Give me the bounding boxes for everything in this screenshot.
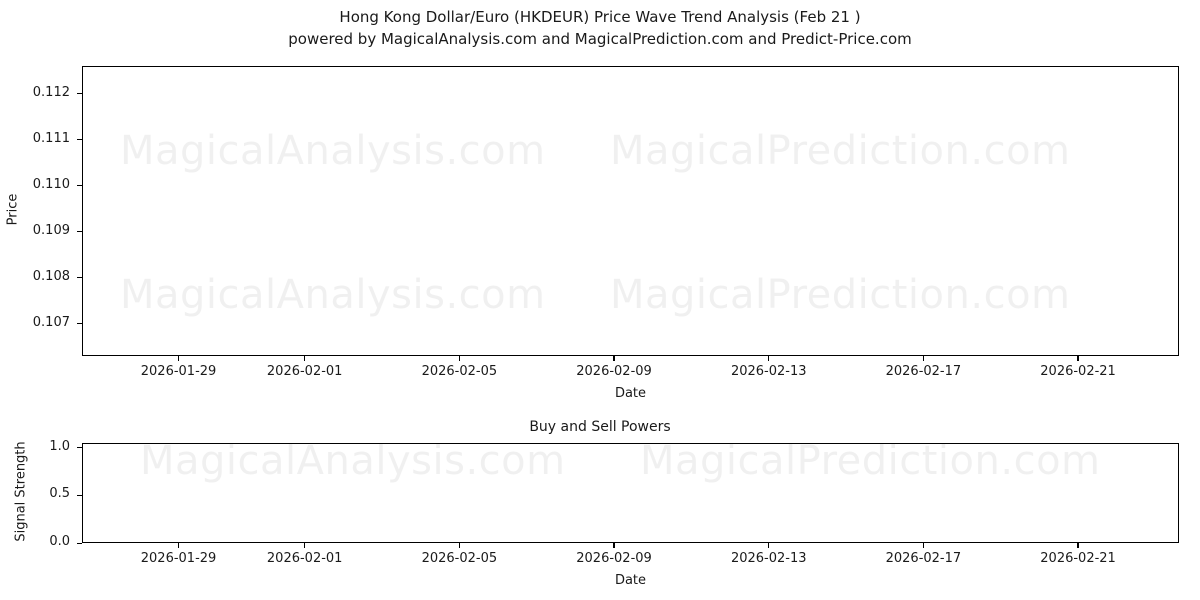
signal-x-tickmark (458, 543, 460, 548)
signal-x-tick-label: 2026-02-13 (730, 551, 807, 566)
signal-x-tick-label: 2026-01-29 (140, 551, 217, 566)
signal-x-tickmark (613, 543, 615, 548)
price-x-tickmark (922, 356, 924, 361)
price-y-tick-label: 0.111 (32, 130, 70, 146)
signal-x-tick-label: 2026-02-09 (576, 551, 652, 566)
price-y-tickmark (77, 231, 82, 233)
price-y-tickmark (77, 185, 82, 187)
price-y-tick-label: 0.110 (32, 176, 70, 192)
signal-y-tick-label: 0.0 (49, 534, 70, 549)
signal-y-axis-title: Signal Strength (13, 441, 29, 542)
bar-chart-title: Buy and Sell Powers (529, 419, 671, 435)
price-y-tickmark (77, 139, 82, 141)
signal-x-tickmark (177, 543, 180, 548)
price-x-tick-label: 2026-01-29 (140, 364, 217, 379)
chart-title-block: Hong Kong Dollar/Euro (HKDEUR) Price Wav… (0, 6, 1200, 50)
price-x-tickmark (768, 356, 770, 361)
signal-x-tick-label: 2026-02-05 (421, 551, 498, 566)
signal-x-tickmark (768, 543, 770, 548)
price-x-axis-title: Date (614, 386, 647, 401)
signal-x-tickmark (1077, 543, 1079, 548)
signal-x-tickmark (922, 543, 924, 548)
signal-y-tick-label: 0.5 (49, 486, 70, 502)
price-y-tickmark (77, 323, 82, 325)
signal-y-tickmark (77, 447, 82, 449)
price-x-tick-label: 2026-02-17 (885, 364, 962, 379)
price-wave-chart (82, 66, 1179, 356)
signal-x-tick-label: 2026-02-21 (1040, 551, 1116, 566)
price-y-tick-label: 0.108 (32, 268, 70, 284)
price-y-tickmark (77, 277, 82, 279)
price-x-tick-label: 2026-02-13 (730, 364, 807, 379)
price-x-tickmark (1077, 356, 1079, 361)
price-x-tickmark (613, 356, 615, 361)
buy-sell-powers-chart (82, 443, 1179, 543)
signal-y-tick-label: 1.0 (49, 438, 70, 454)
signal-y-tickmark (77, 494, 82, 497)
price-y-axis-title: Price (5, 193, 21, 226)
price-plot-frame (82, 66, 1179, 356)
bar-plot-frame (82, 443, 1179, 543)
signal-x-tick-label: 2026-02-17 (885, 551, 962, 566)
price-x-tickmark (304, 356, 306, 361)
price-y-tick-label: 0.112 (32, 84, 70, 100)
price-x-tick-label: 2026-02-01 (266, 364, 343, 379)
signal-x-axis-title: Date (614, 573, 647, 588)
signal-x-tickmark (304, 543, 306, 548)
price-y-tickmark (77, 93, 82, 95)
chart-title-line-1: Hong Kong Dollar/Euro (HKDEUR) Price Wav… (339, 8, 861, 26)
price-x-tickmark (177, 356, 180, 361)
price-x-tick-label: 2026-02-09 (576, 364, 652, 379)
price-x-tick-label: 2026-02-21 (1040, 364, 1116, 379)
signal-y-tickmark (77, 542, 82, 544)
price-x-tick-label: 2026-02-05 (421, 364, 498, 379)
chart-title-line-2: powered by MagicalAnalysis.com and Magic… (288, 30, 912, 48)
price-x-tickmark (458, 356, 460, 361)
signal-x-tick-label: 2026-02-01 (266, 551, 343, 566)
price-y-tick-label: 0.107 (32, 314, 70, 330)
price-y-tick-label: 0.109 (32, 222, 70, 238)
